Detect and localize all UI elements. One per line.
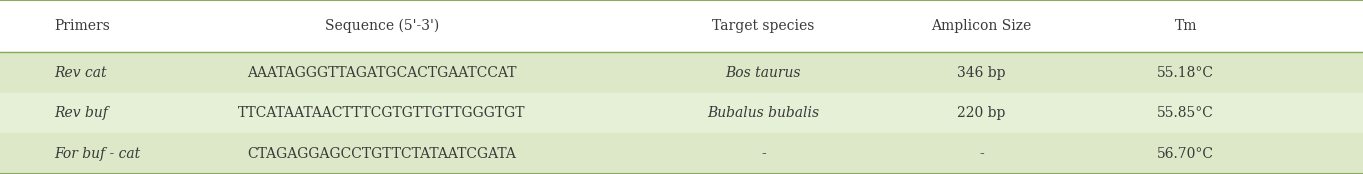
Bar <box>0 133 1363 174</box>
Text: Rev cat: Rev cat <box>55 65 108 80</box>
Text: 55.85°C: 55.85°C <box>1157 106 1214 120</box>
Text: Sequence (5'-3'): Sequence (5'-3') <box>324 19 439 33</box>
Text: Target species: Target species <box>711 19 815 33</box>
Text: Tm: Tm <box>1175 19 1197 33</box>
Text: For buf - cat: For buf - cat <box>55 147 140 161</box>
Text: CTAGAGGAGCCTGTTCTATAATCGATA: CTAGAGGAGCCTGTTCTATAATCGATA <box>247 147 517 161</box>
Text: Bos taurus: Bos taurus <box>725 65 801 80</box>
Text: Rev buf: Rev buf <box>55 106 109 120</box>
Text: -: - <box>979 147 984 161</box>
Text: -: - <box>761 147 766 161</box>
Text: 220 bp: 220 bp <box>957 106 1006 120</box>
Text: Primers: Primers <box>55 19 110 33</box>
Text: TTCATAATAACTTTCGTGTTGTTGGGTGT: TTCATAATAACTTTCGTGTTGTTGGGTGT <box>239 106 525 120</box>
Bar <box>0 0 1363 52</box>
Text: Bubalus bubalis: Bubalus bubalis <box>707 106 819 120</box>
Bar <box>0 52 1363 93</box>
Bar <box>0 93 1363 133</box>
Text: Amplicon Size: Amplicon Size <box>931 19 1032 33</box>
Text: AAATAGGGТTAGATGCACTGAATCCAT: AAATAGGGТTAGATGCACTGAATCCAT <box>247 65 517 80</box>
Text: 346 bp: 346 bp <box>957 65 1006 80</box>
Text: 56.70°C: 56.70°C <box>1157 147 1214 161</box>
Text: 55.18°C: 55.18°C <box>1157 65 1214 80</box>
